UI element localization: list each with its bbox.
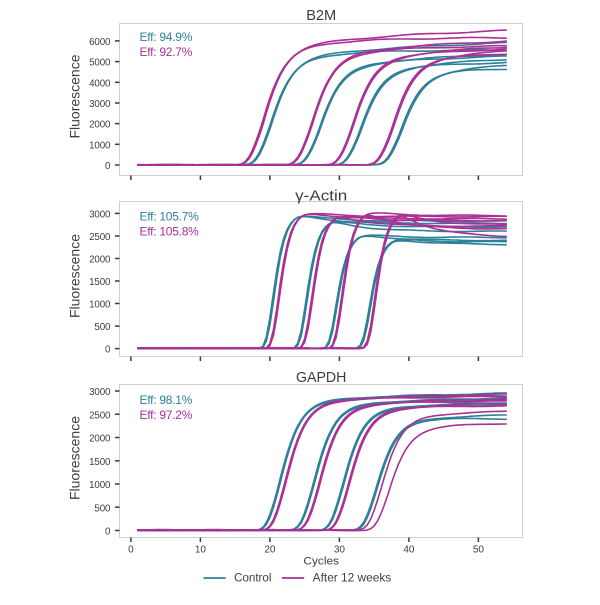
svg-text:B2M: B2M [306,8,336,24]
svg-text:1000: 1000 [89,480,111,491]
svg-text:1000: 1000 [89,300,111,311]
svg-text:0: 0 [105,527,111,538]
svg-text:GAPDH: GAPDH [296,370,346,386]
svg-text:Cycles: Cycles [303,556,339,568]
svg-text:1500: 1500 [89,457,111,468]
svg-text:0: 0 [128,544,134,555]
svg-text:2000: 2000 [89,255,111,266]
svg-text:0: 0 [105,345,111,356]
svg-text:6000: 6000 [89,37,111,48]
svg-text:Fluorescence: Fluorescence [67,234,83,318]
svg-text:2500: 2500 [89,410,111,421]
svg-text:3000: 3000 [89,210,111,221]
svg-text:1000: 1000 [89,140,111,151]
svg-text:3000: 3000 [89,387,111,398]
svg-text:2000: 2000 [89,120,111,131]
svg-text:500: 500 [94,503,111,514]
svg-text:4000: 4000 [89,78,111,89]
svg-text:1500: 1500 [89,277,111,288]
svg-text:After 12 weeks: After 12 weeks [313,572,392,585]
svg-text:10: 10 [195,544,207,555]
svg-text:Eff: 105.8%: Eff: 105.8% [140,224,200,238]
svg-text:γ-Actin: γ-Actin [295,188,347,204]
svg-text:3000: 3000 [89,99,111,110]
svg-text:2000: 2000 [89,434,111,445]
svg-text:20: 20 [264,544,276,555]
svg-text:Fluorescence: Fluorescence [67,54,83,138]
svg-text:Eff: 98.1%: Eff: 98.1% [140,393,193,407]
svg-text:Eff: 97.2%: Eff: 97.2% [140,408,193,422]
svg-text:5000: 5000 [89,58,111,69]
svg-text:30: 30 [334,544,346,555]
svg-text:Eff: 92.7%: Eff: 92.7% [140,45,193,59]
svg-text:50: 50 [473,544,485,555]
svg-text:Fluorescence: Fluorescence [67,416,83,500]
svg-text:40: 40 [403,544,415,555]
svg-text:2500: 2500 [89,232,111,243]
svg-text:Eff: 105.7%: Eff: 105.7% [140,210,200,224]
svg-text:500: 500 [94,322,111,333]
svg-text:Eff: 94.9%: Eff: 94.9% [140,30,193,44]
svg-text:0: 0 [105,161,111,172]
svg-text:Control: Control [234,572,271,585]
